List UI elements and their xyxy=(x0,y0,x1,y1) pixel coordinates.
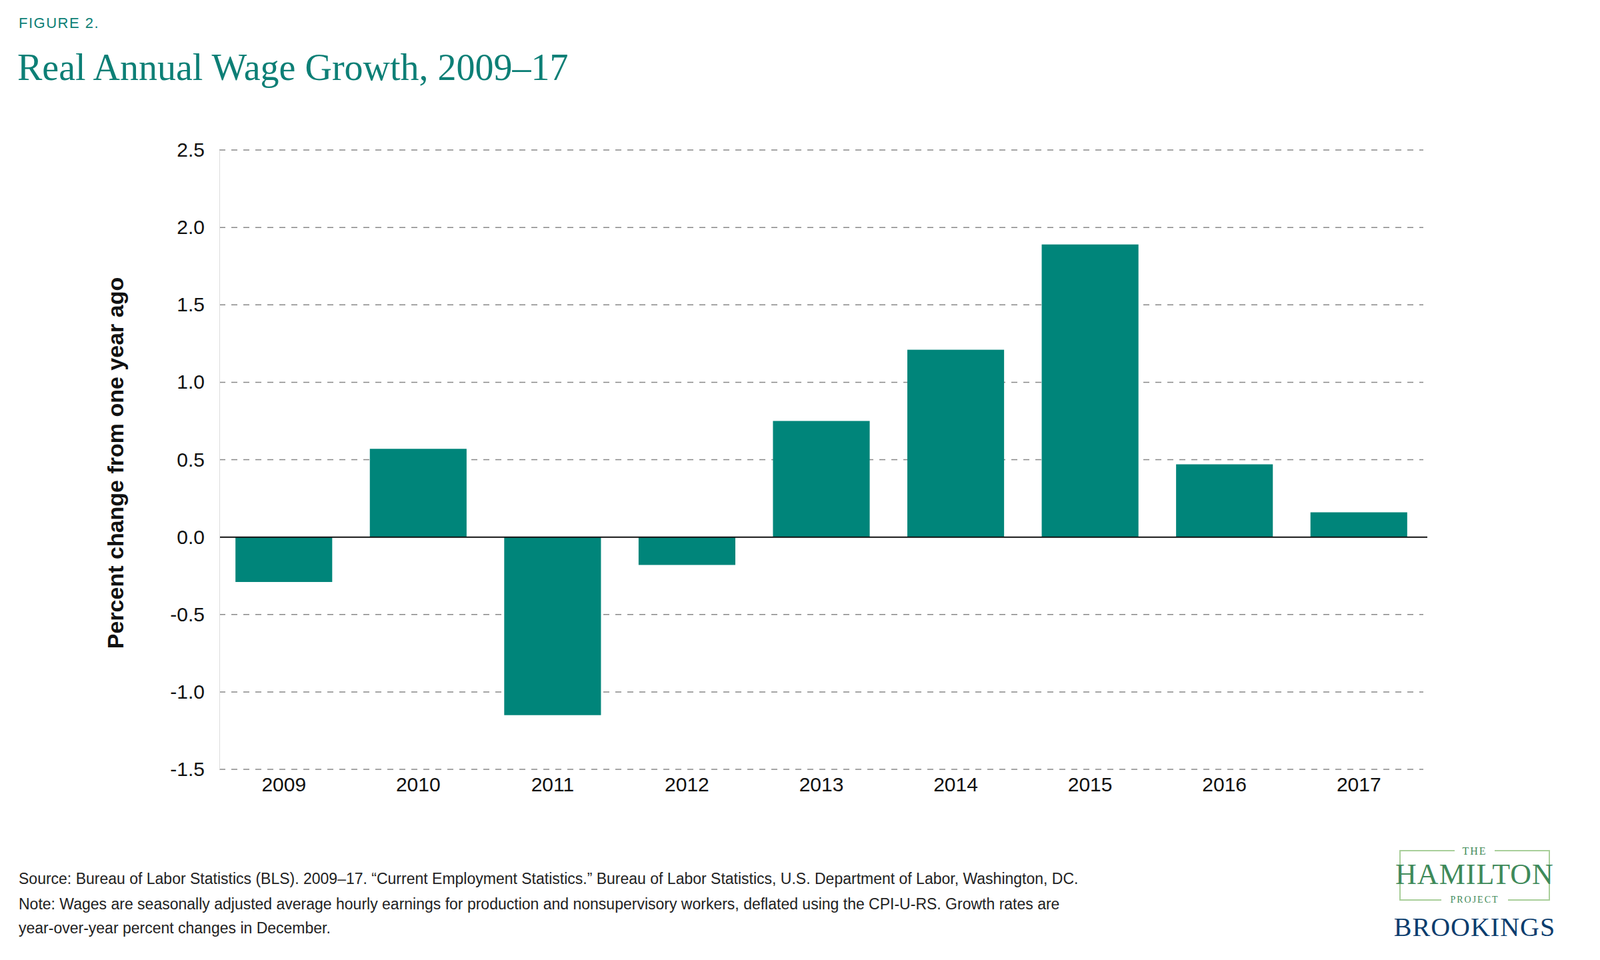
tick: 2012 xyxy=(664,769,710,796)
tick: 2014 xyxy=(933,769,978,796)
tick: 2.5 xyxy=(176,138,220,161)
logo: THEHAMILTON PROJECT BROOKINGS xyxy=(1394,844,1556,942)
grid-line xyxy=(219,382,1424,384)
tick-label: 2016 xyxy=(1202,773,1247,796)
axis-line xyxy=(220,769,1424,770)
tick: 2016 xyxy=(1202,769,1247,796)
note: year-over-year percent changes in Decemb… xyxy=(18,919,331,937)
tick: 2017 xyxy=(1336,769,1382,796)
grid-line xyxy=(219,768,1424,770)
bar xyxy=(1042,244,1139,538)
bar xyxy=(638,537,736,566)
logo-text: THE xyxy=(1462,845,1487,857)
grid-line xyxy=(219,691,1424,693)
tick: 2015 xyxy=(1068,769,1113,796)
tick: 0.0 xyxy=(176,526,220,548)
bar xyxy=(907,350,1004,538)
tick: 1.0 xyxy=(176,370,220,393)
logo-text: BROOKINGS xyxy=(1394,912,1556,942)
grid-line xyxy=(219,226,1424,228)
tick-label: 1.0 xyxy=(176,370,205,393)
x-axis: 2009 2010 2011 2012 2013 2014 2015 2016 2017 xyxy=(220,769,1424,796)
tick: 2.0 xyxy=(176,216,220,238)
tick-label: 2017 xyxy=(1336,773,1382,796)
tick: 2013 xyxy=(799,769,844,796)
tick-label: -1.5 xyxy=(170,758,205,780)
bar xyxy=(370,448,467,537)
tick-label: -0.5 xyxy=(170,603,205,626)
logo-text: PROJECT xyxy=(1450,894,1499,905)
bar xyxy=(1176,464,1273,537)
bar xyxy=(1310,512,1408,537)
zero-line xyxy=(219,536,1428,538)
tick-label: 2012 xyxy=(664,773,710,796)
bars xyxy=(235,244,1408,716)
axis-line xyxy=(219,150,220,770)
grid-line xyxy=(219,614,1424,616)
tick: 2011 xyxy=(531,769,575,796)
tick: 2010 xyxy=(396,769,441,796)
tick-label: 0.5 xyxy=(176,448,205,471)
tick-label: -1.0 xyxy=(170,680,205,703)
tick-label: 1.5 xyxy=(176,293,205,316)
y-axis: -1.5 -1.0 -0.5 0.0 0.5 1.0 1.5 2.0 2.5 xyxy=(170,138,220,780)
source: Source: Bureau of Labor Statistics (BLS)… xyxy=(18,870,1078,888)
tick-label: 2009 xyxy=(261,773,306,796)
tick: -1.0 xyxy=(170,680,220,703)
grid-line xyxy=(219,149,1424,151)
chart: FIGURE 2. Real Annual Wage Growth, 2009–1… xyxy=(0,0,1600,960)
tick: -1.5 xyxy=(170,758,220,780)
tick-label: 2.5 xyxy=(176,138,205,161)
tick-label: 2013 xyxy=(799,773,844,796)
tick: 0.5 xyxy=(176,448,220,471)
grid xyxy=(219,150,1424,770)
title: Real Annual Wage Growth, 2009–17 xyxy=(17,46,569,88)
tick-label: 2011 xyxy=(531,773,575,796)
logo-mask xyxy=(1441,893,1508,906)
tick-label: 2.0 xyxy=(176,216,205,238)
bar xyxy=(772,420,870,537)
grid-line xyxy=(219,304,1424,306)
tick-label: 2010 xyxy=(396,773,441,796)
tick: -0.5 xyxy=(170,603,220,626)
logo-text: HAMILTON xyxy=(1395,858,1554,891)
tick-label: 0.0 xyxy=(176,526,205,548)
tick: 2009 xyxy=(261,769,306,796)
tick-label: 2015 xyxy=(1068,773,1113,796)
note: Note: Wages are seasonally adjusted aver… xyxy=(18,895,1060,913)
y-axis-title: Percent change from one year ago xyxy=(102,277,128,649)
tick-label: 2014 xyxy=(933,773,978,796)
bar xyxy=(504,537,601,716)
bar xyxy=(235,537,332,582)
figure-label: FIGURE 2. xyxy=(18,14,100,32)
tick: 1.5 xyxy=(176,293,220,316)
